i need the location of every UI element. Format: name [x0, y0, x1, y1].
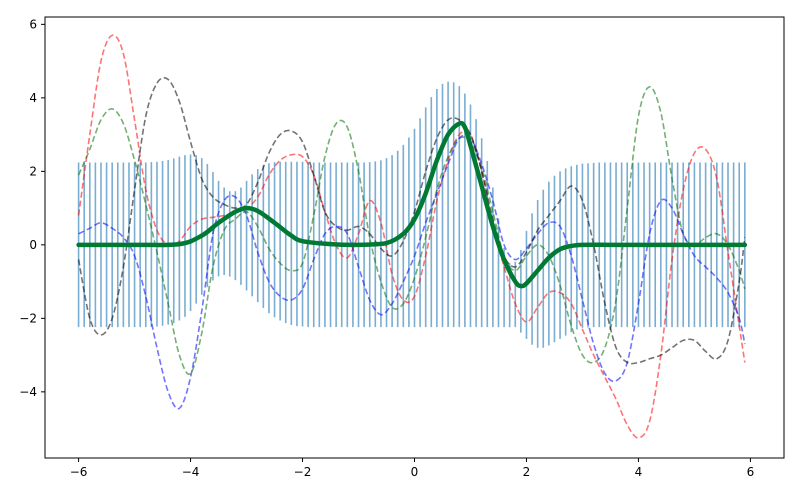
sample-lines	[77, 34, 746, 439]
y-tick-label: −4	[19, 385, 37, 399]
sample-line-4	[77, 76, 746, 365]
y-tick-label: 0	[29, 238, 37, 252]
mean-line-group	[76, 120, 748, 289]
sample-line-1	[77, 34, 746, 439]
x-tick-label: 4	[635, 465, 643, 479]
x-axis-ticks: −6 −4 −2 0 2 4 6	[70, 458, 754, 479]
y-tick-label: 6	[29, 17, 37, 31]
y-axis-ticks: −4 −2 0 2 4 6	[19, 17, 45, 399]
sample-line-3	[78, 134, 746, 410]
x-tick-label: 6	[747, 465, 755, 479]
x-tick-label: −4	[182, 465, 200, 479]
x-tick-label: 2	[523, 465, 531, 479]
x-tick-label: 0	[411, 465, 419, 479]
x-tick-label: −2	[294, 465, 312, 479]
x-tick-label: −6	[70, 465, 88, 479]
y-tick-label: 2	[29, 164, 37, 178]
y-tick-label: 4	[29, 91, 37, 105]
y-tick-label: −2	[19, 311, 37, 325]
mean-line	[76, 120, 748, 289]
